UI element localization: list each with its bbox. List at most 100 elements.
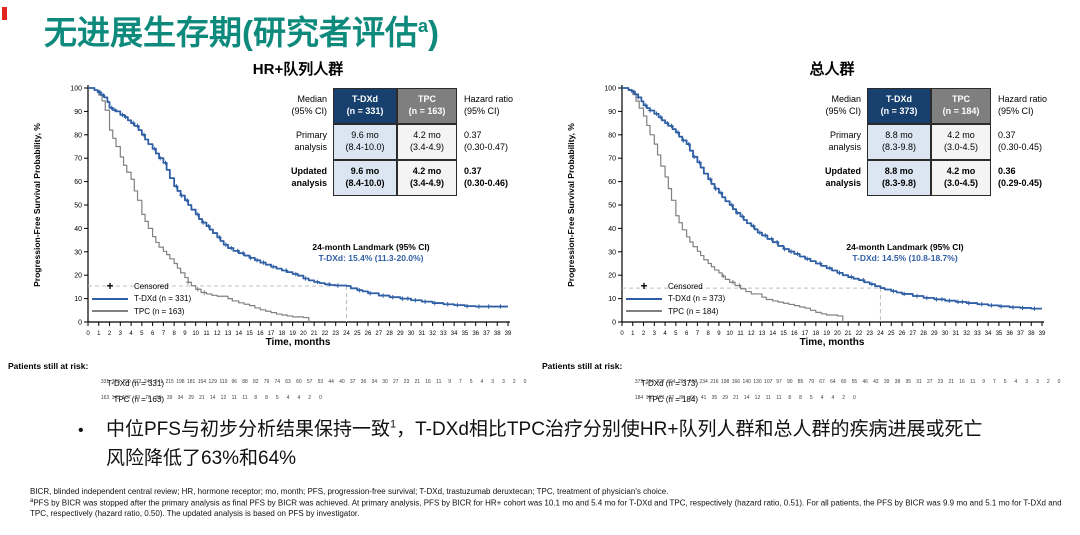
axes	[621, 85, 1044, 323]
bullet-marker: •	[78, 422, 84, 439]
risk-count: 215	[165, 379, 174, 385]
x-tick-label: 7	[696, 331, 700, 337]
x-tick-label: 12	[748, 331, 755, 337]
landmark-annotation: 24-month Landmark (95% CI) T-DXd: 15.4% …	[266, 242, 476, 265]
page-title-paren: )	[428, 14, 440, 51]
x-tick-label: 1	[97, 331, 101, 337]
risk-count: 4	[286, 395, 290, 401]
x-tick-label: 37	[483, 331, 490, 337]
tdxd-header-line1: T-DXd	[886, 94, 912, 105]
x-tick-label: 4	[129, 331, 133, 337]
updated-tpc-median: 4.2 mo (3.0-4.5)	[931, 160, 991, 196]
tdxd-column-header: T-DXd (n = 331)	[333, 88, 397, 124]
landmark-dashed-lines	[88, 285, 347, 322]
y-axis-ticks: 0 10 20 30 40 50 60 70 80 90 100	[604, 86, 622, 327]
y-tick-label: 70	[74, 156, 82, 163]
y-tick-label: 10	[608, 296, 616, 303]
risk-count: 4	[297, 395, 301, 401]
y-tick-label: 60	[608, 179, 616, 186]
legend: + Censored T-DXd (n = 373) TPC (n = 184)	[626, 280, 725, 318]
risk-count: 41	[700, 395, 707, 401]
x-tick-label: 38	[494, 331, 501, 337]
censored-plus-icon: +	[640, 279, 648, 294]
risk-count: 5	[469, 379, 473, 385]
landmark-value: T-DXd: 15.4% (11.3-20.0%)	[318, 253, 424, 264]
y-axis-label: Progression-Free Survival Probability, %	[566, 123, 576, 287]
risk-count: 46	[862, 379, 868, 385]
primary-analysis-label: Primary analysis	[828, 130, 861, 152]
y-tick-label: 30	[608, 249, 616, 256]
censor-marks-tpc	[185, 280, 207, 295]
risk-count: 79	[808, 379, 815, 385]
risk-count: 42	[873, 379, 879, 385]
tdxd-header-line1: T-DXd	[352, 94, 378, 105]
x-tick-label: 27	[375, 331, 382, 337]
x-tick-label: 35	[462, 331, 469, 337]
risk-count: 35	[905, 379, 911, 385]
legend: + Censored T-DXd (n = 331) TPC (n = 163)	[92, 280, 191, 318]
x-tick-label: 39	[1039, 331, 1046, 337]
x-tick-label: 1	[631, 331, 635, 337]
x-tick-label: 13	[225, 331, 232, 337]
risk-count: 60	[296, 379, 302, 385]
km-curve-tpc	[622, 87, 844, 322]
risk-count: 184	[634, 395, 644, 401]
risk-count: 129	[208, 379, 217, 385]
y-tick-label: 20	[608, 273, 616, 280]
risk-count: 86	[679, 395, 685, 401]
risk-count: 27	[926, 379, 933, 385]
risk-count: 0	[852, 395, 856, 401]
x-tick-label: 37	[1017, 331, 1024, 337]
legend-tpc: TPC (n = 184)	[626, 305, 725, 318]
legend-censored: + Censored	[626, 280, 725, 293]
risk-count: 21	[414, 379, 421, 385]
risk-count: 34	[177, 395, 184, 401]
x-tick-label: 19	[823, 331, 830, 337]
risk-count: 11	[242, 395, 248, 401]
risk-count: 11	[231, 395, 237, 401]
updated-hazard-ratio: 0.36 (0.29-0.45)	[998, 166, 1043, 188]
y-tick-label: 40	[608, 226, 616, 233]
risk-count: 327	[656, 379, 665, 385]
x-axis-label: Time, months	[799, 337, 865, 348]
risk-count: 2	[842, 395, 845, 401]
legend-tdxd-label: T-DXd (n = 373)	[668, 294, 726, 304]
tpc-column-header: TPC (n = 163)	[397, 88, 457, 124]
x-tick-label: 11	[203, 331, 210, 337]
risk-count: 198	[176, 379, 185, 385]
censor-marks-tdxd	[631, 89, 1037, 311]
primary-hazard-ratio: 0.37 (0.30-0.45)	[998, 130, 1043, 152]
x-tick-label: 23	[332, 331, 339, 337]
x-tick-label: 31	[419, 331, 426, 337]
reference-superscript: 1	[389, 418, 397, 431]
x-tick-label: 29	[397, 331, 404, 337]
bullet-text: 中位PFS与初步分析结果保持一致1，T-DXd相比TPC治疗分别使HR+队列人群…	[106, 418, 983, 469]
x-tick-label: 28	[386, 331, 393, 337]
x-tick-label: 6	[685, 331, 689, 337]
legend-tpc-label: TPC (n = 163)	[134, 306, 185, 316]
x-tick-label: 8	[706, 331, 710, 337]
footnote-a-superscript: a	[30, 497, 34, 504]
y-tick-label: 90	[74, 109, 82, 116]
x-tick-label: 11	[737, 331, 744, 337]
primary-analysis-label: Primary analysis	[294, 130, 327, 152]
risk-count: 39	[883, 379, 890, 385]
at-risk-tpc-values: 184 163 121 92 86 61 41 35 29 21 14 12 11 11 8 8 5 4 4 2 0	[635, 395, 1069, 404]
risk-count: 88	[242, 379, 248, 385]
risk-count: 96	[231, 379, 237, 385]
risk-count: 0	[1057, 379, 1061, 385]
risk-count: 154	[197, 379, 207, 385]
risk-count: 0	[318, 395, 322, 401]
risk-count: 7	[458, 379, 462, 385]
at-risk-tpc-label: TPC (n = 163)	[113, 395, 164, 404]
risk-count: 21	[199, 395, 205, 401]
chart-title: 总人群	[809, 61, 855, 78]
red-accent-mark	[2, 7, 7, 20]
chart-title: HR+队列人群	[252, 61, 344, 78]
risk-count: 9	[982, 379, 985, 385]
x-tick-label: 36	[1006, 331, 1013, 337]
x-tick-label: 10	[726, 331, 733, 337]
risk-count: 85	[797, 379, 804, 385]
risk-count: 3	[491, 379, 495, 385]
